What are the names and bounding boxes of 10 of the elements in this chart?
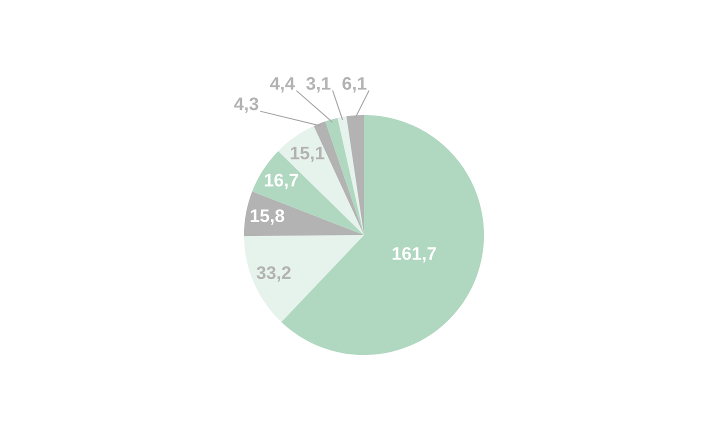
data-label: 15,1 bbox=[290, 146, 324, 162]
data-label: 4,4 bbox=[270, 77, 295, 92]
data-label: 33,2 bbox=[256, 266, 291, 282]
data-label: 15,8 bbox=[250, 209, 284, 225]
data-label: 3,1 bbox=[306, 77, 330, 92]
data-label: 4,3 bbox=[234, 97, 258, 113]
pie-slice bbox=[244, 191, 364, 236]
data-label: 16,7 bbox=[264, 174, 298, 190]
data-label: 161,7 bbox=[392, 247, 436, 262]
data-label: 6,1 bbox=[342, 77, 366, 92]
